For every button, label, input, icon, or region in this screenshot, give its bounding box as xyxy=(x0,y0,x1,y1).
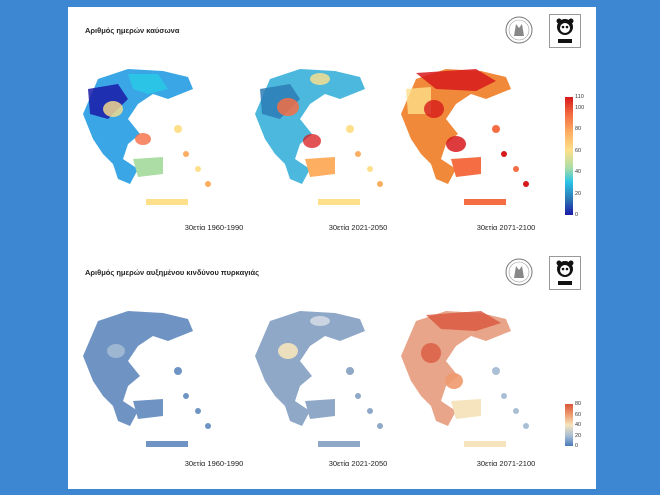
legend-colorbar xyxy=(565,404,573,446)
heatwave-map-2021-2050 xyxy=(255,69,383,205)
fire-risk-map-2071-2100 xyxy=(401,311,529,447)
panel-title: Αριθμός ημερών καύσωνα xyxy=(85,26,180,35)
legend-tick-label: 20 xyxy=(575,190,582,197)
map-caption: 30ετία 2021-2050 xyxy=(328,459,388,468)
legend-tick-label: 40 xyxy=(575,422,582,428)
map-caption: 30ετία 2071-2100 xyxy=(476,459,536,468)
panel-title: Αριθμός ημερών αυξημένου κινδύνου πυρκαγ… xyxy=(85,268,259,277)
legend-tick-label: 110 xyxy=(575,94,584,100)
legend-tick-label: 80 xyxy=(575,126,582,133)
legend-colorbar xyxy=(565,97,573,215)
map-caption: 30ετία 2021-2050 xyxy=(328,223,388,232)
heatwave-map-2071-2100 xyxy=(401,69,529,205)
map-caption: 30ετία 2071-2100 xyxy=(476,223,536,232)
legend-tick-label: 0 xyxy=(575,443,579,449)
fire-risk-color-legend: 80 60 40 20 0 xyxy=(565,401,595,454)
legend-tick-label: 60 xyxy=(575,147,582,154)
fire-risk-map-1960-1990 xyxy=(83,311,211,447)
heatwave-panel: Αριθμός ημερών καύσωνα xyxy=(68,7,596,247)
legend-tick-label: 0 xyxy=(575,212,579,218)
legend-tick-label: 100 xyxy=(575,104,585,111)
wwf-panda-logo-icon xyxy=(549,14,581,48)
legend-tick-label: 60 xyxy=(575,411,582,418)
map-caption: 30ετία 1960-1990 xyxy=(184,459,244,468)
heatwave-color-legend: 110 100 80 60 40 20 0 xyxy=(565,94,595,218)
figure-sheet: Αριθμός ημερών καύσωνα xyxy=(68,7,596,489)
map-caption: 30ετία 1960-1990 xyxy=(184,223,244,232)
legend-tick-label: 80 xyxy=(575,401,582,407)
academy-seal-icon xyxy=(505,16,533,44)
fire-risk-map-2021-2050 xyxy=(255,311,383,447)
wwf-panda-logo-icon xyxy=(549,256,581,290)
academy-seal-icon xyxy=(505,258,533,286)
legend-tick-label: 40 xyxy=(575,169,582,176)
fire-risk-panel: Αριθμός ημερών αυξημένου κινδύνου πυρκαγ… xyxy=(68,249,596,489)
heatwave-map-1960-1990 xyxy=(83,69,211,205)
legend-tick-label: 20 xyxy=(575,432,582,439)
